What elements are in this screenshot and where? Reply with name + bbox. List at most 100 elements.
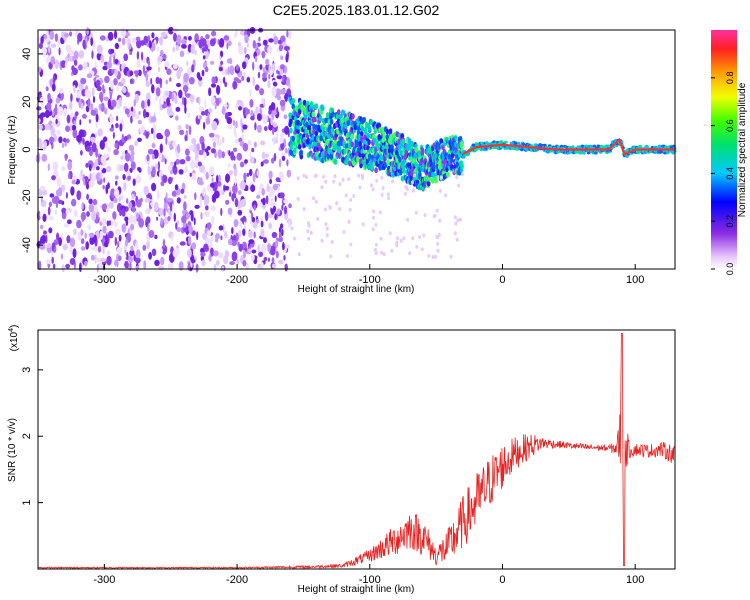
spectrogram-noise-cell bbox=[63, 223, 69, 228]
spectrogram-noise-cell bbox=[41, 153, 48, 162]
spectrogram-noise-cell bbox=[146, 71, 151, 76]
spectrogram-noise-cell bbox=[196, 143, 200, 152]
spectrogram-scatter-cell bbox=[427, 253, 431, 258]
spectrogram-noise-cell bbox=[102, 225, 107, 234]
spectrogram-ridge-cell bbox=[368, 153, 372, 160]
spectrogram-scatter-cell bbox=[369, 183, 373, 188]
spectrogram-noise-cell bbox=[110, 188, 116, 198]
spectrogram-noise-cell bbox=[245, 262, 249, 271]
spectrogram-noise-cell bbox=[284, 125, 290, 135]
spectrogram-noise-cell bbox=[113, 149, 119, 156]
spectrogram-noise-cell bbox=[228, 238, 233, 246]
spectrogram-noise-cell bbox=[87, 98, 91, 108]
spectrogram-noise-cell bbox=[260, 220, 264, 228]
spectrogram-scatter-cell bbox=[386, 192, 390, 197]
spectrogram-noise-cell bbox=[268, 213, 274, 219]
spectrogram-noise-cell bbox=[114, 42, 120, 50]
snr-frame bbox=[37, 329, 676, 570]
spectrogram-noise-cell bbox=[214, 104, 217, 110]
spectrogram-noise-cell bbox=[271, 86, 277, 97]
spectrogram-scatter-cell bbox=[341, 177, 345, 182]
snr-panel: -300 -200 -100 0 100 1 2 3 Height of straight l… bbox=[7, 325, 676, 595]
spectrogram-noise-cell bbox=[98, 104, 102, 111]
spectrogram-scatter-cell bbox=[402, 236, 406, 241]
spectrogram-scatter-cell bbox=[372, 209, 375, 214]
spectrogram-noise-cell bbox=[69, 257, 76, 266]
spectrogram-noise-cell bbox=[88, 232, 95, 238]
spectrogram-scatter-cell bbox=[342, 230, 346, 234]
spectrogram-scatter-cell bbox=[408, 251, 412, 256]
spectrogram-ridge-cell bbox=[410, 170, 414, 177]
spectrogram-noise-cell bbox=[189, 210, 194, 216]
spectrogram-noise-cell bbox=[134, 113, 140, 120]
spectrogram-noise-cell bbox=[151, 153, 155, 160]
spectrogram-scatter-cell bbox=[374, 222, 378, 227]
spectrogram-noise-cell bbox=[51, 256, 54, 264]
spectrogram-scatter-cell bbox=[457, 183, 461, 188]
spectrogram-ridge-cell bbox=[296, 128, 300, 135]
spectrogram-scatter-cell bbox=[325, 233, 329, 238]
spectrogram-noise-cell bbox=[99, 230, 104, 240]
spectrogram-noise-cell bbox=[195, 263, 199, 273]
spectrogram-noise-cell bbox=[101, 203, 108, 210]
spectrogram-noise-cell bbox=[227, 163, 231, 168]
spectrogram-noise-cell bbox=[262, 204, 266, 210]
spectrogram-noise-cell bbox=[88, 180, 95, 188]
spectrogram-noise-cell bbox=[51, 122, 57, 127]
spectrogram-noise-cell bbox=[130, 115, 133, 124]
spectrogram-noise-cell bbox=[212, 136, 219, 142]
spectrogram-noise-cell bbox=[129, 249, 135, 257]
snr-ytick-label: 3 bbox=[21, 367, 33, 373]
spectrogram-noise-cell bbox=[184, 165, 188, 173]
spectrogram-noise-cell bbox=[258, 36, 261, 42]
spectrogram-scatter-cell bbox=[296, 197, 300, 201]
spectrogram-noise-cell bbox=[62, 137, 67, 143]
spectrogram-ridge-cell bbox=[438, 160, 442, 167]
spectrogram-noise-cell bbox=[39, 243, 46, 250]
spectrogram-ridge-cell bbox=[327, 147, 332, 154]
spectrogram-noise-cell bbox=[227, 207, 233, 215]
spectrogram-noise-cell bbox=[242, 107, 246, 117]
spectrogram-noise-cell bbox=[246, 43, 249, 48]
spectrogram-noise-cell bbox=[271, 231, 278, 239]
spectrogram-noise-cell bbox=[86, 73, 93, 79]
spectrogram-noise-cell bbox=[266, 185, 271, 192]
spectrogram-noise-cell bbox=[160, 181, 165, 187]
spectrogram-noise-cell bbox=[142, 65, 145, 75]
spectrogram-noise-cell bbox=[173, 212, 176, 222]
spectrogram-ridge-cell bbox=[404, 149, 409, 156]
spectrogram-noise-cell bbox=[159, 143, 163, 154]
spectrogram-noise-cell bbox=[95, 79, 101, 88]
spectrogram-scatter-cell bbox=[371, 227, 375, 232]
spectrogram-noise-cell bbox=[145, 80, 151, 88]
spectrogram-noise-cell bbox=[237, 241, 240, 247]
spectrogram-ridge-cell bbox=[582, 151, 586, 155]
spectrogram-noise-cell bbox=[150, 77, 153, 85]
spectrogram-noise-cell bbox=[154, 259, 160, 267]
spectrogram-noise-cell bbox=[281, 75, 285, 82]
spectrogram-noise-cell bbox=[188, 125, 192, 135]
spectrogram-noise-cell bbox=[107, 98, 112, 109]
spectrogram-noise-cell bbox=[249, 156, 255, 164]
spectrogram-noise-cell bbox=[90, 246, 97, 251]
spectrogram-noise-cell bbox=[218, 225, 224, 231]
spectrogram-noise-cell bbox=[164, 61, 170, 68]
spectrogram-noise-cell bbox=[228, 187, 231, 193]
spectrogram-noise-cell bbox=[264, 126, 268, 132]
spectrogram-ridge-cell bbox=[297, 143, 302, 150]
spectrogram-ridge-cell bbox=[413, 152, 418, 159]
spectrogram-noise-cell bbox=[204, 98, 207, 109]
spectrogram-noise-cell bbox=[168, 26, 174, 35]
spectrogram-noise-cell bbox=[249, 99, 254, 108]
spectrogram-noise-cell bbox=[232, 80, 238, 90]
spectrogram-scatter-cell bbox=[312, 196, 315, 201]
spectrogram-noise-cell bbox=[241, 76, 245, 81]
spectrogram-noise-cell bbox=[245, 185, 249, 191]
spectrogram-noise-cell bbox=[135, 36, 141, 41]
spectrogram-scatter-cell bbox=[382, 252, 386, 257]
spectrogram-noise-cell bbox=[185, 155, 191, 162]
spectrogram-noise-cell bbox=[248, 230, 254, 238]
spectrogram-xlabel: Height of straight line (km) bbox=[298, 284, 415, 295]
spectrogram-noise-cell bbox=[179, 129, 185, 136]
spectrogram-noise-cell bbox=[263, 237, 267, 244]
